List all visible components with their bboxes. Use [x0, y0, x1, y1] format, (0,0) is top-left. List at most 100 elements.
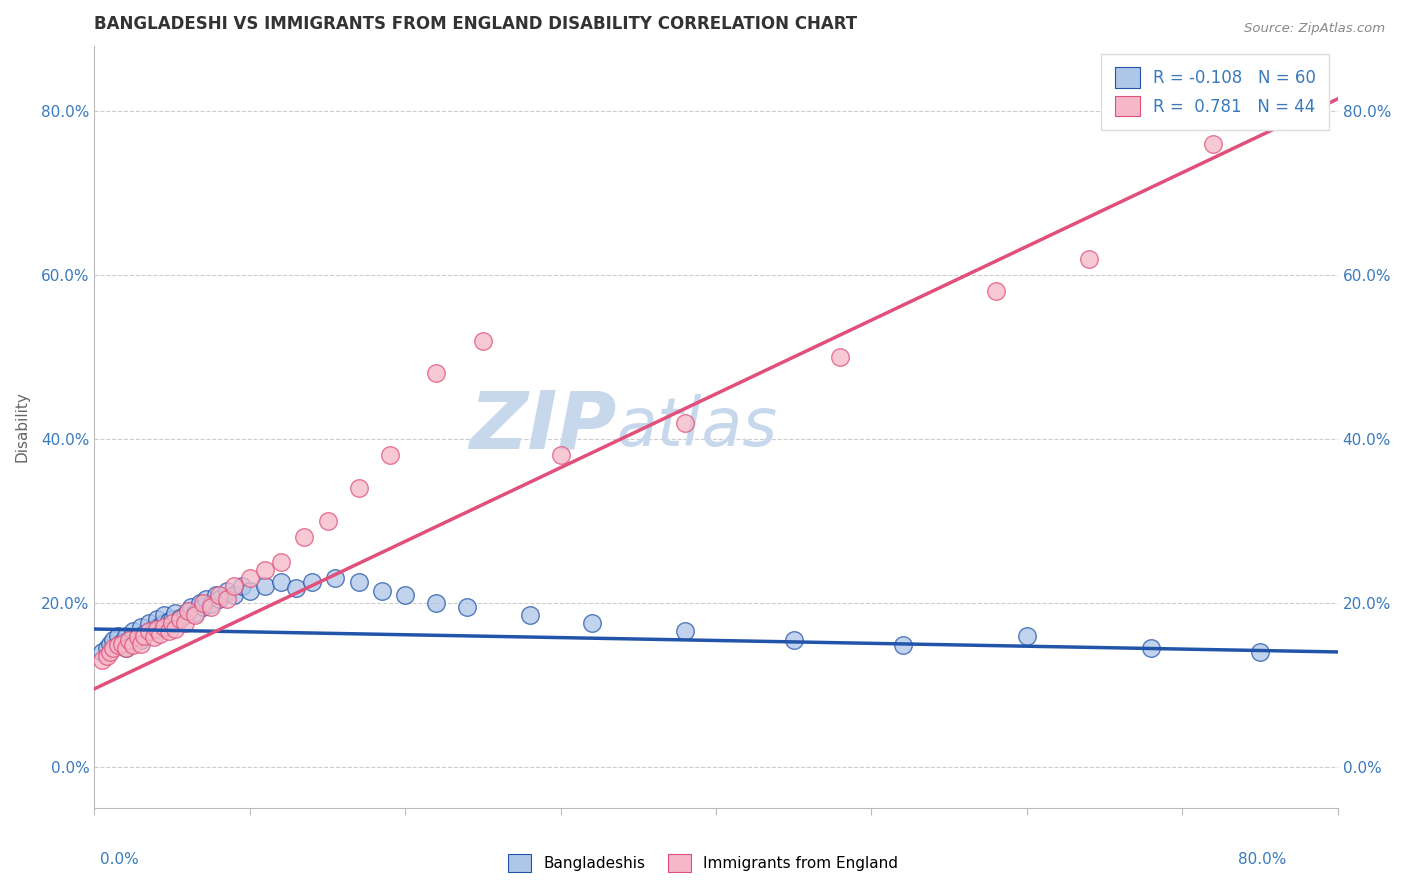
Point: [91, 645, 114, 659]
Point: [550, 448, 572, 462]
Point: [301, 575, 323, 590]
Point: [165, 606, 187, 620]
Point: [142, 622, 165, 636]
Point: [224, 588, 246, 602]
Point: [292, 530, 315, 544]
Point: [145, 620, 167, 634]
Point: [177, 604, 200, 618]
Point: [134, 627, 156, 641]
Point: [1202, 136, 1225, 151]
Point: [122, 624, 145, 639]
Point: [118, 632, 141, 647]
Point: [1140, 640, 1163, 655]
Point: [891, 639, 914, 653]
Point: [149, 618, 172, 632]
Text: BANGLADESHI VS IMMIGRANTS FROM ENGLAND DISABILITY CORRELATION CHART: BANGLADESHI VS IMMIGRANTS FROM ENGLAND D…: [94, 15, 858, 33]
Point: [270, 575, 292, 590]
Point: [98, 645, 121, 659]
Point: [783, 632, 806, 647]
Point: [129, 620, 152, 634]
Point: [111, 637, 134, 651]
Point: [673, 416, 696, 430]
Point: [215, 583, 238, 598]
Point: [145, 622, 167, 636]
Point: [224, 579, 246, 593]
Y-axis label: Disability: Disability: [15, 392, 30, 462]
Point: [114, 640, 136, 655]
Point: [347, 575, 370, 590]
Point: [145, 612, 167, 626]
Point: [208, 591, 231, 606]
Point: [160, 612, 183, 626]
Point: [177, 604, 200, 618]
Point: [200, 598, 222, 612]
Point: [107, 639, 129, 653]
Point: [157, 614, 180, 628]
Point: [173, 616, 195, 631]
Point: [184, 606, 207, 620]
Point: [118, 632, 141, 647]
Point: [425, 367, 447, 381]
Point: [173, 608, 195, 623]
Point: [153, 620, 176, 634]
Point: [1015, 629, 1038, 643]
Point: [111, 635, 134, 649]
Point: [193, 599, 215, 614]
Point: [200, 599, 222, 614]
Point: [984, 285, 1007, 299]
Point: [830, 350, 852, 364]
Point: [208, 588, 231, 602]
Point: [157, 624, 180, 639]
Point: [153, 616, 176, 631]
Point: [394, 588, 416, 602]
Point: [347, 481, 370, 495]
Point: [107, 639, 129, 653]
Point: [134, 629, 156, 643]
Legend: R = -0.108   N = 60, R =  0.781   N = 44: R = -0.108 N = 60, R = 0.781 N = 44: [1101, 54, 1329, 129]
Point: [127, 629, 149, 643]
Point: [215, 591, 238, 606]
Point: [149, 627, 172, 641]
Point: [239, 583, 262, 598]
Point: [371, 583, 394, 598]
Point: [285, 581, 308, 595]
Point: [101, 632, 124, 647]
Point: [204, 588, 226, 602]
Point: [169, 612, 191, 626]
Point: [231, 579, 253, 593]
Text: ZIP: ZIP: [470, 388, 617, 466]
Point: [169, 610, 191, 624]
Point: [138, 616, 160, 631]
Point: [1078, 252, 1101, 266]
Point: [129, 632, 152, 647]
Point: [193, 596, 215, 610]
Point: [160, 616, 183, 631]
Point: [378, 448, 401, 462]
Point: [316, 514, 339, 528]
Point: [456, 599, 478, 614]
Point: [122, 639, 145, 653]
Point: [114, 640, 136, 655]
Point: [270, 555, 292, 569]
Point: [673, 624, 696, 639]
Point: [122, 630, 145, 644]
Point: [96, 640, 118, 655]
Point: [325, 571, 347, 585]
Point: [138, 624, 160, 639]
Point: [114, 629, 136, 643]
Point: [129, 637, 152, 651]
Point: [195, 591, 218, 606]
Point: [254, 579, 277, 593]
Point: [254, 563, 277, 577]
Point: [101, 640, 124, 655]
Point: [180, 599, 202, 614]
Point: [519, 608, 541, 623]
Point: [142, 630, 165, 644]
Point: [98, 637, 121, 651]
Point: [138, 624, 160, 639]
Point: [425, 596, 447, 610]
Point: [107, 629, 129, 643]
Text: Source: ZipAtlas.com: Source: ZipAtlas.com: [1244, 22, 1385, 36]
Point: [165, 622, 187, 636]
Point: [127, 630, 149, 644]
